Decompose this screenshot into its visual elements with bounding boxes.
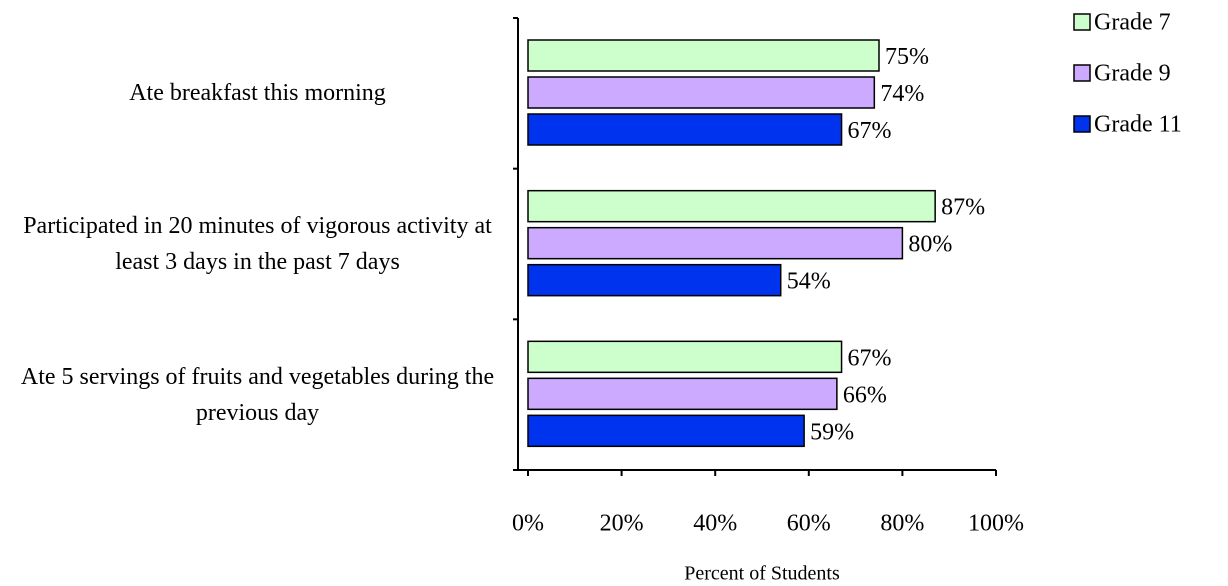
x-tick-label: 20% [600,511,644,537]
category-label-box: Participated in 20 minutes of vigorous a… [23,212,492,275]
category-label: Ate breakfast this morning [129,80,386,107]
x-tick-label: 100% [968,511,1024,537]
legend-label: Grade 11 [1094,112,1182,138]
value-label: 80% [908,232,952,258]
bar [527,189,936,223]
category-label-box: Ate breakfast this morning [129,80,386,107]
legend-swatch [1073,13,1091,31]
category-label: Participated in 20 minutes of vigorous a… [23,212,492,275]
value-label: 75% [885,44,929,70]
bar [527,377,838,411]
x-tick-label: 80% [880,511,924,537]
bar [527,226,904,260]
bar [527,76,876,109]
bar [527,414,805,448]
legend-swatch [1073,64,1091,82]
bar [527,39,880,72]
value-label: 74% [880,81,924,107]
value-label: 59% [810,419,854,445]
x-tick-label: 60% [787,511,831,537]
x-tick-label: 40% [693,511,737,537]
value-label: 67% [848,118,892,144]
bar [527,263,782,297]
value-label: 66% [843,382,887,408]
legend-label: Grade 7 [1094,10,1171,36]
x-tick-label: 0% [512,511,544,537]
value-label: 54% [787,269,831,295]
value-label: 67% [848,345,892,371]
bar [527,340,843,374]
category-label: Ate 5 servings of fruits and vegetables … [20,363,495,426]
x-axis-label: Percent of Students [684,563,840,585]
legend-label: Grade 9 [1094,61,1171,87]
category-label-box: Ate 5 servings of fruits and vegetables … [20,363,495,426]
bar [527,113,843,146]
value-label: 87% [941,195,985,221]
legend-swatch [1073,115,1091,133]
